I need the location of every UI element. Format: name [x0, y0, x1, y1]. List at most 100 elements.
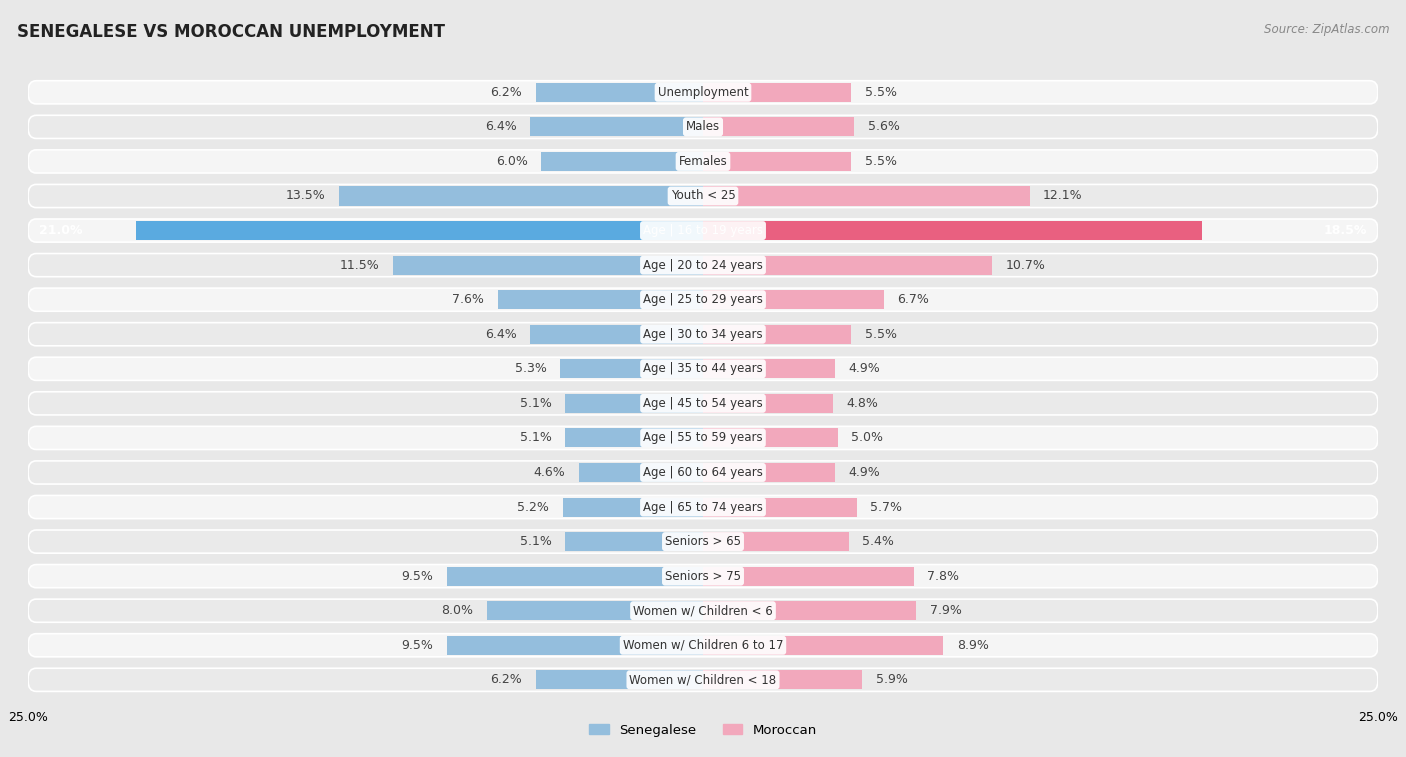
Bar	[703, 601, 917, 620]
Bar	[562, 497, 703, 516]
Text: Age | 65 to 74 years: Age | 65 to 74 years	[643, 500, 763, 513]
Text: 5.4%: 5.4%	[862, 535, 894, 548]
Text: Age | 25 to 29 years: Age | 25 to 29 years	[643, 293, 763, 306]
FancyBboxPatch shape	[28, 322, 1378, 346]
Text: Women w/ Children < 6: Women w/ Children < 6	[633, 604, 773, 617]
Text: 9.5%: 9.5%	[401, 639, 433, 652]
Bar	[541, 152, 703, 171]
Bar	[498, 290, 703, 309]
Bar	[703, 636, 943, 655]
Bar	[136, 221, 703, 240]
Text: Seniors > 65: Seniors > 65	[665, 535, 741, 548]
Bar	[703, 221, 1202, 240]
Text: 7.8%: 7.8%	[927, 570, 959, 583]
Text: Age | 30 to 34 years: Age | 30 to 34 years	[643, 328, 763, 341]
Text: 5.3%: 5.3%	[515, 363, 547, 375]
Text: 5.6%: 5.6%	[868, 120, 900, 133]
Text: 10.7%: 10.7%	[1005, 259, 1045, 272]
Text: 18.5%: 18.5%	[1323, 224, 1367, 237]
Text: 5.7%: 5.7%	[870, 500, 903, 513]
Text: 9.5%: 9.5%	[401, 570, 433, 583]
Bar	[703, 532, 849, 551]
Bar	[703, 325, 852, 344]
FancyBboxPatch shape	[28, 81, 1378, 104]
Bar	[703, 83, 852, 102]
Text: Age | 60 to 64 years: Age | 60 to 64 years	[643, 466, 763, 479]
Bar	[703, 152, 852, 171]
Bar	[530, 117, 703, 136]
Bar	[703, 463, 835, 482]
Text: 6.2%: 6.2%	[491, 673, 522, 687]
Bar	[536, 670, 703, 690]
Text: Age | 45 to 54 years: Age | 45 to 54 years	[643, 397, 763, 410]
Text: 12.1%: 12.1%	[1043, 189, 1083, 202]
FancyBboxPatch shape	[28, 530, 1378, 553]
Text: Males: Males	[686, 120, 720, 133]
FancyBboxPatch shape	[28, 495, 1378, 519]
Bar	[703, 567, 914, 586]
Text: 5.1%: 5.1%	[520, 535, 551, 548]
Text: Women w/ Children 6 to 17: Women w/ Children 6 to 17	[623, 639, 783, 652]
Text: 6.2%: 6.2%	[491, 86, 522, 99]
Bar	[560, 360, 703, 378]
Bar	[530, 325, 703, 344]
Bar	[565, 532, 703, 551]
Bar	[486, 601, 703, 620]
Bar	[703, 290, 884, 309]
Text: 8.0%: 8.0%	[441, 604, 474, 617]
Text: 8.9%: 8.9%	[956, 639, 988, 652]
FancyBboxPatch shape	[28, 150, 1378, 173]
FancyBboxPatch shape	[28, 392, 1378, 415]
Bar	[703, 394, 832, 413]
Text: Seniors > 75: Seniors > 75	[665, 570, 741, 583]
Text: 5.1%: 5.1%	[520, 397, 551, 410]
FancyBboxPatch shape	[28, 115, 1378, 139]
Text: SENEGALESE VS MOROCCAN UNEMPLOYMENT: SENEGALESE VS MOROCCAN UNEMPLOYMENT	[17, 23, 444, 41]
Bar	[565, 394, 703, 413]
Bar	[703, 670, 862, 690]
Bar	[703, 186, 1029, 205]
FancyBboxPatch shape	[28, 254, 1378, 277]
Text: Females: Females	[679, 155, 727, 168]
Text: 5.5%: 5.5%	[865, 86, 897, 99]
Text: 7.6%: 7.6%	[453, 293, 484, 306]
Text: 5.1%: 5.1%	[520, 431, 551, 444]
Text: 7.9%: 7.9%	[929, 604, 962, 617]
Bar	[579, 463, 703, 482]
Text: 5.9%: 5.9%	[876, 673, 908, 687]
FancyBboxPatch shape	[28, 461, 1378, 484]
Text: Unemployment: Unemployment	[658, 86, 748, 99]
Bar	[703, 360, 835, 378]
Text: 5.2%: 5.2%	[517, 500, 550, 513]
FancyBboxPatch shape	[28, 219, 1378, 242]
Text: 5.5%: 5.5%	[865, 328, 897, 341]
Legend: Senegalese, Moroccan: Senegalese, Moroccan	[583, 718, 823, 742]
Bar	[536, 83, 703, 102]
Text: 6.4%: 6.4%	[485, 120, 517, 133]
Text: Age | 55 to 59 years: Age | 55 to 59 years	[643, 431, 763, 444]
Text: 6.7%: 6.7%	[897, 293, 929, 306]
Text: Age | 16 to 19 years: Age | 16 to 19 years	[643, 224, 763, 237]
Bar	[339, 186, 703, 205]
Bar	[392, 256, 703, 275]
Text: 6.4%: 6.4%	[485, 328, 517, 341]
FancyBboxPatch shape	[28, 565, 1378, 587]
Text: Women w/ Children < 18: Women w/ Children < 18	[630, 673, 776, 687]
Text: 4.9%: 4.9%	[849, 466, 880, 479]
Text: 6.0%: 6.0%	[496, 155, 527, 168]
Bar	[703, 117, 855, 136]
Text: 13.5%: 13.5%	[285, 189, 325, 202]
Text: 4.9%: 4.9%	[849, 363, 880, 375]
Bar	[565, 428, 703, 447]
Text: 5.5%: 5.5%	[865, 155, 897, 168]
FancyBboxPatch shape	[28, 634, 1378, 657]
Text: Age | 35 to 44 years: Age | 35 to 44 years	[643, 363, 763, 375]
Text: 4.6%: 4.6%	[533, 466, 565, 479]
FancyBboxPatch shape	[28, 185, 1378, 207]
FancyBboxPatch shape	[28, 357, 1378, 380]
Bar	[703, 428, 838, 447]
FancyBboxPatch shape	[28, 288, 1378, 311]
FancyBboxPatch shape	[28, 426, 1378, 450]
Bar	[703, 497, 856, 516]
Text: Youth < 25: Youth < 25	[671, 189, 735, 202]
